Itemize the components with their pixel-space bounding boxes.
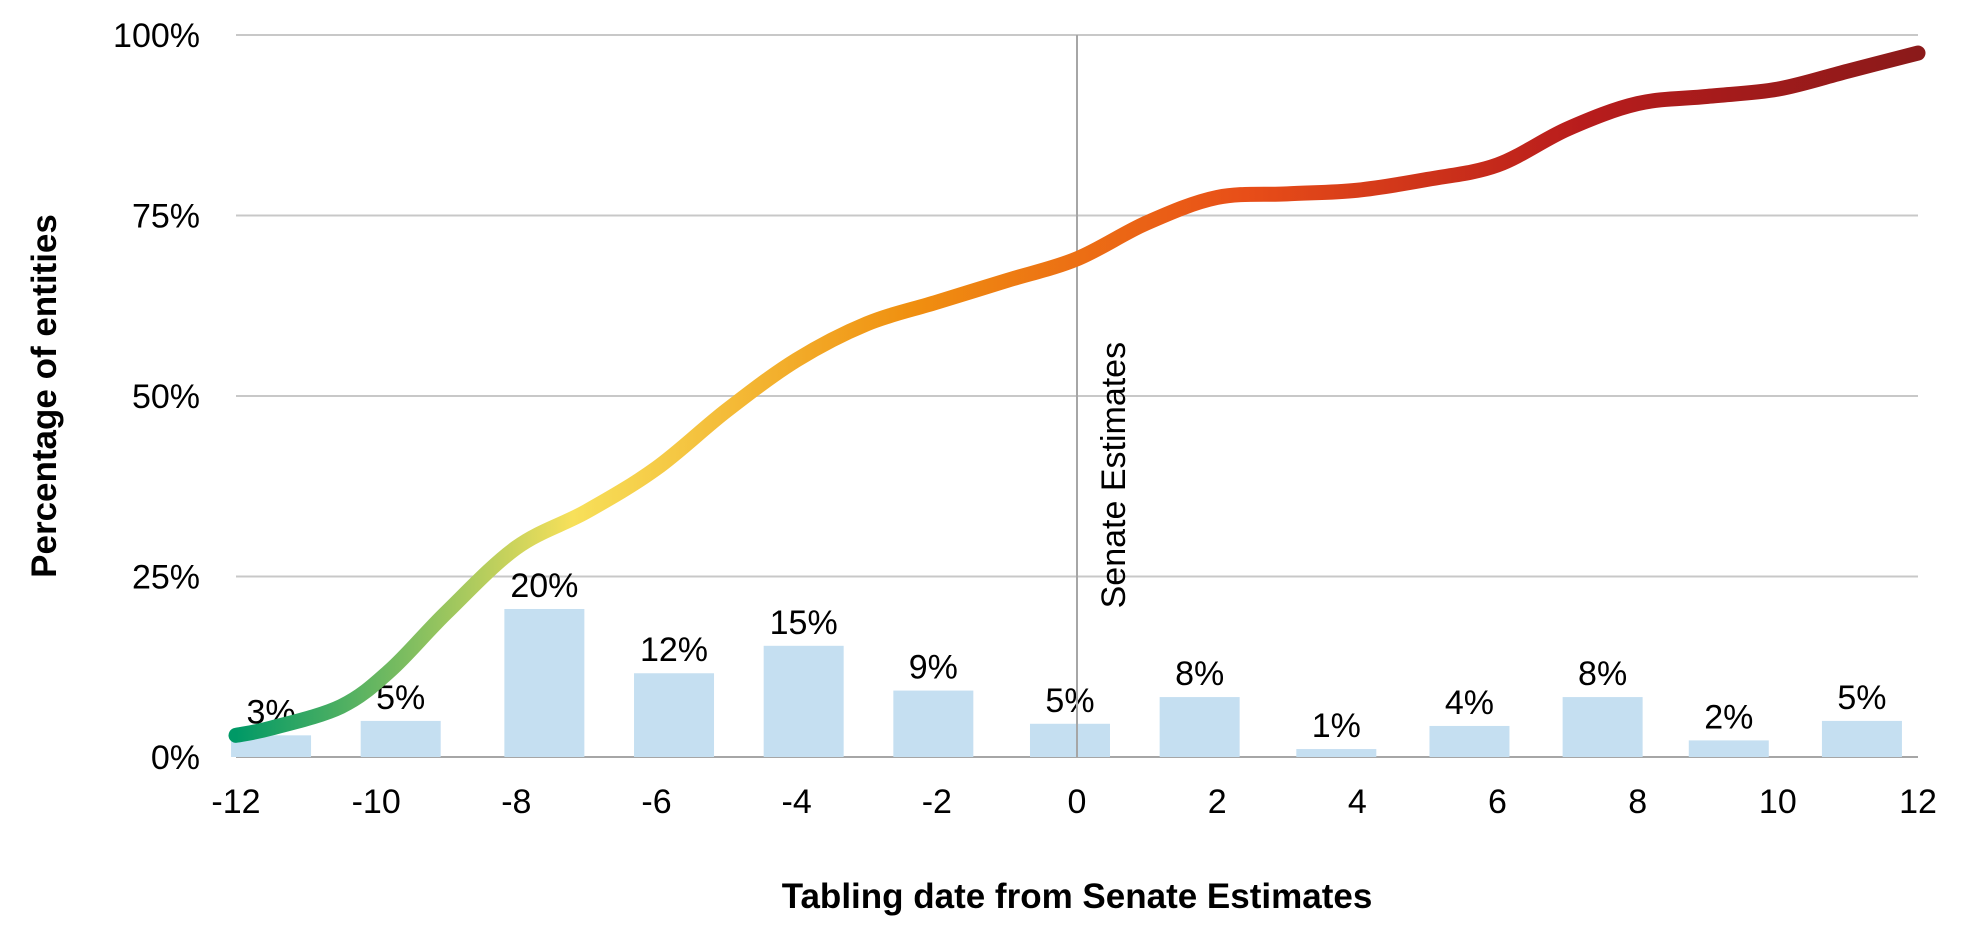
x-tick-label: -6: [641, 783, 671, 821]
x-tick-label: -10: [352, 783, 401, 821]
bar-data-label: 20%: [510, 567, 578, 605]
y-tick-label: 100%: [113, 17, 200, 55]
bar: [231, 735, 312, 757]
x-tick-label: 4: [1348, 783, 1367, 821]
y-tick-labels: 0% 25% 50% 75% 100%: [113, 17, 200, 777]
bar-data-label: 9%: [909, 649, 958, 687]
bar-data-label: 2%: [1704, 698, 1753, 736]
bar: [1688, 740, 1769, 757]
y-tick-label: 50%: [132, 378, 200, 416]
x-tick-labels: -12 -10 -8 -6 -4 -2 0 2 4 6 8 10 12: [211, 783, 1936, 821]
y-tick-label: 0%: [151, 739, 200, 777]
bar-data-label: 8%: [1578, 655, 1627, 693]
x-tick-label: 2: [1208, 783, 1227, 821]
y-axis-title: Percentage of entities: [25, 214, 64, 578]
bar: [1029, 723, 1110, 757]
x-axis-title: Tabling date from Senate Estimates: [782, 877, 1373, 916]
x-tick-label: 12: [1899, 783, 1937, 821]
bar: [893, 690, 974, 757]
reference-line-label: Senate Estimates: [1095, 342, 1133, 608]
bar: [1821, 720, 1902, 757]
y-tick-label: 25%: [132, 559, 200, 597]
bar-data-label: 4%: [1445, 684, 1494, 722]
bar-labels: 3% 5%20%12%15%9%5%8%1%4%8%2%5%: [246, 567, 1886, 745]
x-tick-label: 8: [1628, 783, 1647, 821]
bar: [360, 720, 441, 757]
x-tick-label: -4: [782, 783, 812, 821]
bar: [1159, 697, 1240, 757]
bar-data-label: 15%: [770, 604, 838, 642]
bar-data-label: 1%: [1312, 707, 1361, 745]
bar-data-label: 12%: [640, 631, 708, 669]
bar-series: [231, 608, 1902, 757]
x-tick-label: -12: [211, 783, 260, 821]
bar: [1296, 749, 1377, 757]
x-tick-label: 0: [1068, 783, 1087, 821]
bar: [504, 608, 585, 757]
bar: [1562, 697, 1643, 757]
x-tick-label: 10: [1759, 783, 1797, 821]
cumulative-line: [228, 45, 1926, 743]
x-tick-label: 6: [1488, 783, 1507, 821]
reference-line-group: Senate Estimates: [1076, 35, 1133, 757]
y-tick-label: 75%: [132, 198, 200, 236]
bar-data-label: 8%: [1175, 655, 1224, 693]
bar: [634, 673, 715, 757]
x-tick-label: -2: [922, 783, 952, 821]
cumulative-line-group: [228, 45, 1926, 743]
x-tick-label: -8: [501, 783, 531, 821]
bar: [1429, 725, 1510, 757]
bar: [763, 645, 844, 757]
bar-data-label: 5%: [1045, 682, 1094, 720]
bar-data-label: 5%: [1837, 679, 1886, 717]
